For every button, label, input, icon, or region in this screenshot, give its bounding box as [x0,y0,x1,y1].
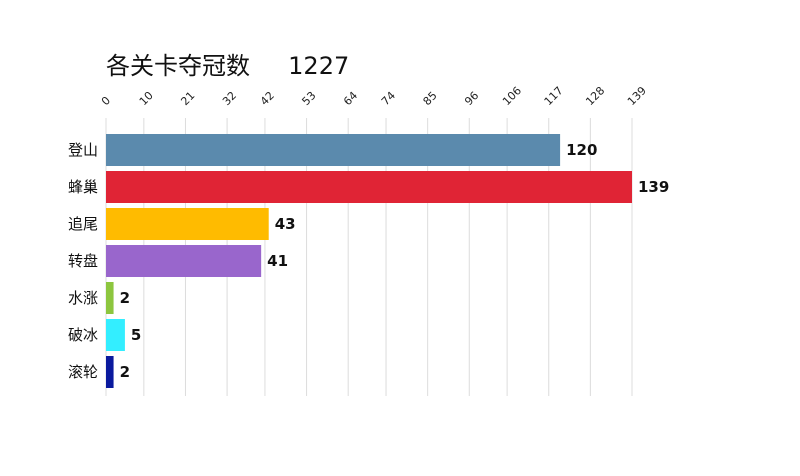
x-tick-label: 139 [625,84,649,108]
value-labels: 120 139 43 41 2 5 2 [120,141,670,381]
x-tick-label: 117 [542,84,566,108]
bar [106,171,632,203]
bar [106,245,262,277]
category-label: 登山 [68,141,98,159]
x-axis-ticks: 0 10 21 32 42 53 64 74 85 96 106 117 128 139 [99,84,649,108]
x-tick-label: 106 [500,84,524,108]
total-count: 1227 [288,52,350,80]
bar [106,356,114,388]
title-text: 各关卡夺冠数 [106,52,250,80]
category-label: 转盘 [68,252,98,270]
value-label: 41 [267,252,288,270]
bar [106,319,125,351]
category-label: 滚轮 [68,363,98,381]
value-label: 2 [120,289,130,307]
x-tick-label: 32 [220,89,239,108]
value-label: 43 [275,215,296,233]
category-label: 水涨 [68,289,98,307]
category-label: 蜂巢 [68,178,98,196]
x-tick-label: 21 [178,89,197,108]
x-tick-label: 0 [99,94,113,108]
x-tick-label: 85 [421,89,440,108]
category-label: 破冰 [68,326,98,344]
x-tick-label: 42 [258,89,277,108]
x-tick-label: 128 [583,84,607,108]
x-tick-label: 53 [299,89,318,108]
bar [106,208,269,240]
bar [106,134,561,166]
bar [106,282,114,314]
x-tick-label: 74 [379,89,398,108]
x-tick-label: 96 [462,89,481,108]
value-label: 139 [638,178,669,196]
value-label: 5 [131,326,141,344]
value-label: 120 [566,141,597,159]
chart-title: 各关卡夺冠数 1227 [106,46,349,81]
bars [106,134,632,388]
category-label: 追尾 [68,215,98,233]
x-tick-label: 64 [341,89,360,108]
value-label: 2 [120,363,130,381]
x-tick-label: 10 [137,89,156,108]
